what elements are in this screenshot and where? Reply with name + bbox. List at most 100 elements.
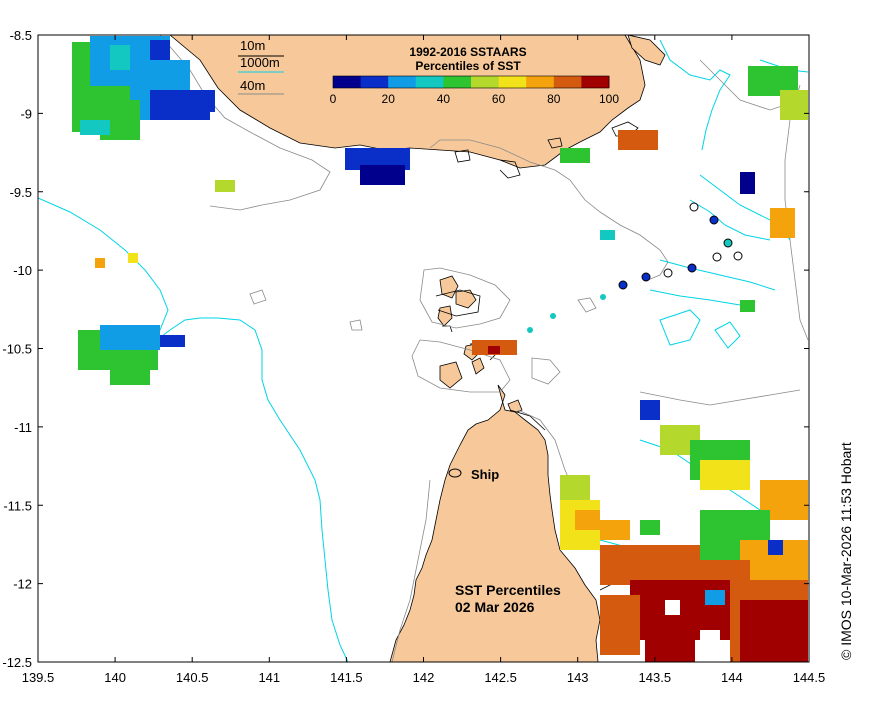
y-axis: -8.5 -9 -9.5 -10 -10.5 -11 -11.5 -12 -12.5 [2, 28, 809, 670]
colorbar-tick-label: 80 [547, 92, 561, 106]
torres-island [455, 289, 477, 309]
sst-patch [618, 130, 658, 150]
colorbar-tick-label: 40 [437, 92, 451, 106]
sst-patch [645, 620, 695, 662]
sst-patch [110, 360, 150, 385]
x-tick-label: 140.5 [176, 670, 209, 685]
map-area [169, 35, 666, 662]
x-tick-label: 140 [104, 670, 126, 685]
legend-subtitle: Percentiles of SST [415, 59, 521, 73]
colorbar-tick-label: 0 [330, 92, 337, 106]
y-tick-label: -10 [13, 263, 32, 278]
sst-patch [560, 148, 590, 163]
sst-patch [600, 520, 630, 540]
map-title-line2: 02 Mar 2026 [455, 599, 535, 615]
obs-marker [709, 215, 719, 225]
sst-patch [665, 600, 680, 615]
colorbar-segment [333, 76, 362, 88]
x-tick-label: 142 [413, 670, 435, 685]
obs-marker [712, 252, 722, 262]
obs-marker [723, 238, 733, 248]
y-tick-label: -10.5 [2, 342, 32, 357]
sst-patch [640, 520, 660, 535]
y-tick-label: -12.5 [2, 655, 32, 670]
sst-patch [640, 400, 660, 420]
x-tick-label: 142.5 [484, 670, 517, 685]
obs-marker [641, 272, 651, 282]
depth-legend-1000m: 1000m [240, 55, 280, 70]
colorbar-border [332, 75, 610, 89]
torres-island [439, 361, 463, 389]
sst-patch [160, 335, 185, 347]
obs-marker [618, 280, 628, 290]
sst-pixels [72, 36, 808, 662]
depth-legend-10m: 10m [240, 38, 265, 53]
depth-legend-40m: 40m [240, 78, 265, 93]
sst-patch [600, 230, 615, 240]
sst-patch [100, 325, 160, 350]
ship-marker [448, 468, 462, 478]
sst-patch [600, 595, 640, 655]
depth-legend: 10m 1000m 40m [238, 38, 284, 95]
island-nw [627, 35, 666, 66]
torres-island [437, 305, 453, 327]
legend-title: 1992-2016 SSTAARS [409, 45, 526, 59]
colorbar-segment [581, 76, 610, 88]
x-tick-label: 144 [721, 670, 743, 685]
ship-label: Ship [471, 467, 499, 482]
x-tick-label: 141 [258, 670, 280, 685]
y-tick-label: -9 [20, 106, 32, 121]
colorbar-segment [498, 76, 527, 88]
isobath-40m [159, 35, 809, 662]
sst-patch [705, 590, 725, 605]
sst-patch [575, 510, 600, 530]
y-tick-label: -8.5 [10, 28, 32, 43]
sst-patch [740, 600, 808, 662]
colorbar-legend: 1992-2016 SSTAARS Percentiles of SST 0 20… [330, 45, 620, 106]
x-tick-label: 139.5 [22, 670, 55, 685]
colorbar-segment [388, 76, 417, 88]
colorbar-segment [360, 76, 389, 88]
sst-patch [128, 253, 138, 263]
colorbar-segment [443, 76, 472, 88]
torres-island [439, 275, 459, 299]
sst-patch [700, 630, 720, 650]
obs-marker [527, 327, 533, 333]
sst-patch [150, 40, 170, 60]
obs-marker [663, 268, 673, 278]
sst-patch [740, 172, 755, 194]
colorbar-ticks: 0 20 40 60 80 100 [330, 92, 620, 106]
obs-marker [550, 313, 556, 319]
sst-patch [488, 346, 500, 354]
sst-patch [345, 148, 410, 170]
sst-patch [110, 45, 130, 70]
cape-york-land [389, 384, 601, 662]
sst-patch [770, 208, 795, 238]
sst-patch [80, 120, 110, 135]
sst-patch [215, 180, 235, 192]
colorbar-segment [415, 76, 444, 88]
y-tick-label: -12 [13, 577, 32, 592]
map-title-line1: SST Percentiles [455, 582, 561, 598]
x-tick-label: 141.5 [330, 670, 363, 685]
sst-patch [740, 300, 755, 312]
colorbar-tick-label: 100 [599, 92, 619, 106]
sst-patch [768, 540, 783, 555]
obs-marker [687, 263, 697, 273]
x-axis: 139.5 140 140.5 141 141.5 142 142.5 143 143.5 144… [22, 35, 825, 685]
x-tick-label: 143 [567, 670, 589, 685]
sst-patch [190, 90, 215, 112]
sst-patch [95, 258, 105, 268]
obs-marker [689, 202, 699, 212]
sst-patch [780, 90, 808, 120]
colorbar [332, 75, 610, 89]
colorbar-segment [471, 76, 500, 88]
sst-patch [360, 165, 405, 185]
colorbar-tick-label: 60 [492, 92, 506, 106]
y-tick-label: -9.5 [10, 185, 32, 200]
obs-marker [733, 251, 743, 261]
obs-marker [600, 294, 606, 300]
x-tick-label: 143.5 [639, 670, 672, 685]
credit-text: © IMOS 10-Mar-2026 11:53 Hobart [838, 442, 854, 660]
